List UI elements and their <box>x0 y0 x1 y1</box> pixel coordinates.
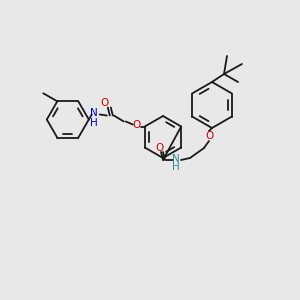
Text: H: H <box>90 118 98 128</box>
Text: H: H <box>172 162 180 172</box>
Text: O: O <box>101 98 109 107</box>
Text: N: N <box>90 109 98 118</box>
Text: O: O <box>133 119 141 130</box>
Text: N: N <box>172 154 180 164</box>
Text: O: O <box>156 143 164 153</box>
Text: O: O <box>205 131 213 141</box>
